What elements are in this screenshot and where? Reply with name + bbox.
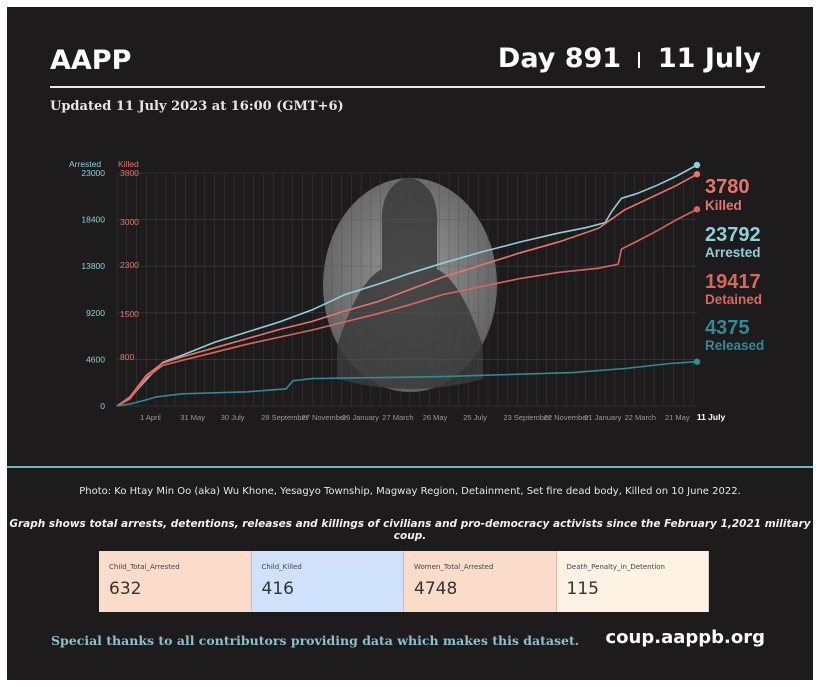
stat-card-women-total-arrested: Women_Total_Arrested 4748 — [404, 551, 557, 612]
series-end-marker-killed — [693, 171, 701, 178]
x-tick-label: 26 January — [342, 413, 379, 422]
graph-note: Graph shows total arrests, detentions, r… — [9, 518, 811, 542]
stat-value: 115 — [566, 579, 599, 599]
chart-axes: Arrested Killed 0 4600 9200 13800 18400 23000 80… — [69, 159, 725, 422]
x-tick-label: 22 November — [544, 413, 590, 422]
end-label-value: 23792 — [705, 224, 761, 246]
right-tick-label: 1500 — [120, 309, 139, 319]
x-tick-label: 21 May — [665, 413, 690, 422]
x-tick-label: 27 November — [302, 413, 348, 422]
updated-timestamp: Updated 11 July 2023 at 16:00 (GMT+6) — [50, 99, 344, 114]
series-line-arrested — [116, 164, 698, 407]
x-tick-label: 28 September — [261, 413, 309, 422]
right-axis-title: Killed — [118, 159, 139, 169]
series-line-killed — [116, 173, 698, 407]
left-tick-label: 4600 — [86, 354, 105, 364]
site-url[interactable]: coup.aappb.org — [605, 627, 766, 648]
x-tick-label: 1 April — [140, 413, 161, 422]
series-end-marker-detained — [693, 206, 701, 213]
stat-value: 4748 — [414, 579, 458, 599]
series-line-released — [116, 360, 698, 407]
thanks-note: Special thanks to all contributors provi… — [51, 633, 580, 648]
right-tick-label: 800 — [120, 352, 134, 362]
stat-label: Child_Killed — [261, 563, 302, 571]
header-rule — [50, 86, 765, 88]
series-end-marker-released — [693, 358, 701, 365]
series-line-detained — [116, 208, 698, 407]
x-tick-label: 30 July — [221, 413, 245, 422]
end-label-name: Detained — [705, 292, 762, 307]
org-title: AAPP — [50, 45, 132, 76]
day-label: Day 891 — [497, 43, 622, 74]
left-axis-title: Arrested — [69, 159, 101, 169]
end-label-value: 4375 — [705, 317, 750, 339]
x-tick-label: 26 May — [423, 413, 448, 422]
x-tick-label: 31 May — [180, 413, 205, 422]
heading-separator — [638, 52, 641, 68]
section-divider — [7, 466, 813, 468]
x-tick-label: 25 July — [463, 413, 487, 422]
end-label-value: 19417 — [705, 271, 761, 293]
stat-label: Death_Penalty_in_Detention — [566, 563, 665, 571]
cumulative-line-chart: Arrested Killed 0 4600 9200 13800 18400 23000 80… — [69, 159, 764, 422]
x-tick-label: 27 March — [382, 413, 413, 422]
stat-value: 416 — [261, 579, 294, 599]
date-label: 11 July — [657, 43, 761, 74]
end-label-name: Arrested — [705, 245, 761, 260]
left-tick-label: 18400 — [81, 215, 105, 225]
end-label-value: 3780 — [705, 176, 750, 198]
right-tick-label: 3800 — [120, 168, 139, 178]
stat-card-child-total-arrested: Child_Total_Arrested 632 — [99, 551, 252, 612]
chart-series — [116, 161, 701, 407]
x-tick-label: 22 March — [625, 413, 656, 422]
end-label-name: Killed — [705, 198, 742, 213]
end-label-name: Released — [705, 338, 764, 353]
left-tick-label: 0 — [100, 401, 105, 411]
stat-label: Child_Total_Arrested — [109, 563, 180, 571]
stat-label: Women_Total_Arrested — [414, 563, 494, 571]
x-tick-label: 23 September — [503, 413, 551, 422]
photo-caption: Photo: Ko Htay Min Oo (aka) Wu Khone, Ye… — [79, 486, 741, 497]
x-tick-label: 11 July — [697, 412, 726, 422]
left-tick-label: 9200 — [86, 308, 105, 318]
right-tick-label: 2300 — [120, 260, 139, 270]
stat-value: 632 — [109, 579, 142, 599]
day-date-heading: Day 891 11 July — [498, 43, 761, 74]
right-tick-label: 3000 — [120, 217, 139, 227]
series-end-marker-arrested — [693, 161, 701, 169]
left-tick-label: 13800 — [81, 261, 105, 271]
stat-card-child-killed: Child_Killed 416 — [251, 551, 404, 612]
left-tick-label: 23000 — [81, 168, 105, 178]
stat-card-death-penalty: Death_Penalty_in_Detention 115 — [556, 551, 709, 612]
stat-cards: Child_Total_Arrested 632 Child_Killed 41… — [99, 551, 709, 612]
infographic-panel: AAPP Day 891 11 July Updated 11 July 202… — [7, 7, 813, 680]
x-tick-label: 21 January — [584, 413, 621, 422]
